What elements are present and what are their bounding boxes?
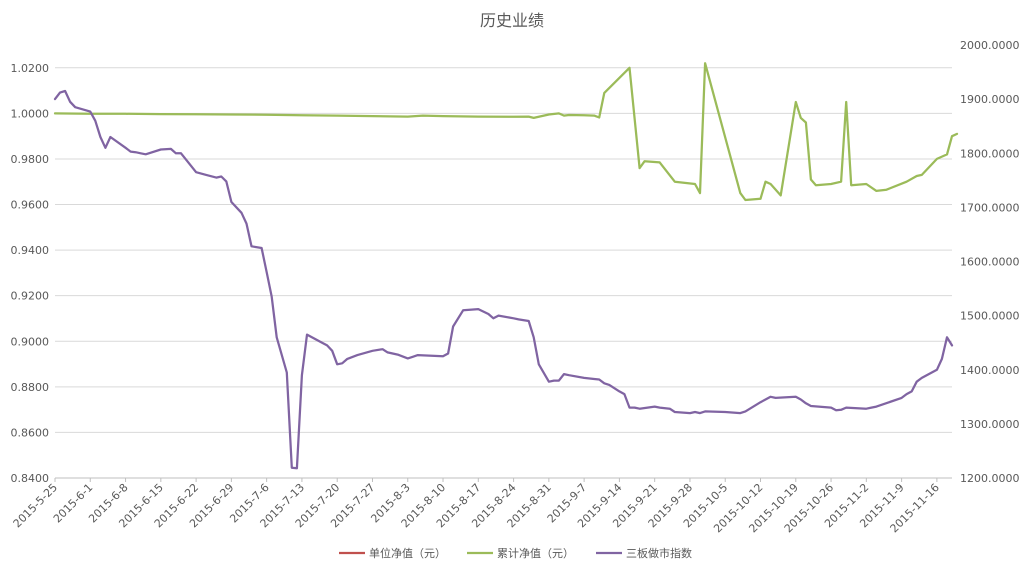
left-axis-tick-label: 0.9200 <box>11 290 50 303</box>
right-axis-tick-label: 2000.0000 <box>960 39 1020 52</box>
left-axis-tick-label: 0.9600 <box>11 199 50 212</box>
legend-label: 累计净值（元） <box>497 546 574 560</box>
series-line <box>53 62 959 202</box>
left-axis-tick-label: 0.8400 <box>11 472 50 485</box>
right-axis: 1200.0000 1300.0000 1400.0000 1500.0000 1600… <box>960 39 1020 485</box>
series-lines <box>53 62 959 470</box>
right-axis-tick-label: 1700.0000 <box>960 201 1020 214</box>
left-axis: 0.8400 0.8600 0.8800 0.9000 0.9200 0.9400 0.96… <box>11 62 50 485</box>
series-line <box>53 89 954 470</box>
right-axis-tick-label: 1800.0000 <box>960 147 1020 160</box>
legend-label: 单位净值（元） <box>369 546 446 560</box>
left-axis-tick-label: 0.8600 <box>11 426 50 439</box>
left-axis-tick-label: 0.9400 <box>11 244 50 257</box>
legend-label: 三板做市指数 <box>626 546 692 560</box>
right-axis-tick-label: 1300.0000 <box>960 418 1020 431</box>
chart-title: 历史业绩 <box>480 11 544 30</box>
right-axis-tick-label: 1600.0000 <box>960 256 1020 269</box>
left-axis-tick-label: 0.9800 <box>11 153 50 166</box>
x-axis: 2015-5-252015-6-12015-6-82015-6-152015-6… <box>11 477 952 535</box>
right-axis-tick-label: 1500.0000 <box>960 310 1020 323</box>
grid <box>55 67 952 479</box>
right-axis-tick-label: 1400.0000 <box>960 364 1020 377</box>
legend: 单位净值（元） 累计净值（元） 三板做市指数 <box>339 546 692 560</box>
left-axis-tick-label: 1.0200 <box>11 62 50 75</box>
x-axis-tick-label: 2015-5-25 <box>11 481 60 530</box>
left-axis-tick-label: 0.9000 <box>11 335 50 348</box>
left-axis-tick-label: 1.0000 <box>11 107 50 120</box>
right-axis-tick-label: 1900.0000 <box>960 93 1020 106</box>
left-axis-tick-label: 0.8800 <box>11 381 50 394</box>
right-axis-tick-label: 1200.0000 <box>960 472 1020 485</box>
